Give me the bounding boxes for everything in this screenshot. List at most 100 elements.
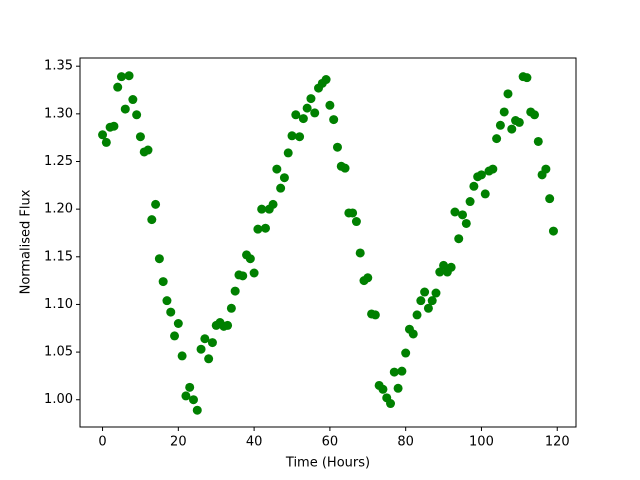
- data-point: [120, 104, 130, 114]
- data-point: [431, 288, 441, 298]
- data-point: [423, 303, 433, 313]
- x-tick-label: 0: [98, 435, 106, 450]
- data-point: [272, 164, 282, 174]
- data-point: [98, 130, 108, 140]
- data-point: [340, 163, 350, 173]
- axes-frame: [79, 57, 577, 428]
- data-point: [329, 115, 339, 125]
- data-point: [245, 254, 255, 264]
- data-point: [173, 319, 183, 329]
- data-point: [503, 89, 513, 99]
- data-point: [397, 366, 407, 376]
- y-tick-label: 1.15: [44, 249, 73, 264]
- data-point: [257, 204, 267, 214]
- x-tick-label: 100: [469, 435, 494, 450]
- y-tick-label: 1.00: [44, 392, 73, 407]
- data-point: [378, 384, 388, 394]
- x-tick-label: 40: [246, 435, 263, 450]
- data-point: [151, 199, 161, 209]
- data-point: [204, 354, 214, 364]
- data-point: [412, 310, 422, 320]
- data-point: [476, 170, 486, 180]
- data-point: [492, 134, 502, 144]
- data-point: [260, 223, 270, 233]
- data-point: [306, 94, 316, 104]
- data-point: [287, 131, 297, 141]
- data-point: [249, 268, 259, 278]
- data-point: [230, 286, 240, 296]
- data-point: [363, 273, 373, 283]
- data-point: [420, 287, 430, 297]
- x-tick-label: 20: [170, 435, 187, 450]
- data-point: [386, 399, 396, 409]
- data-point: [295, 132, 305, 142]
- data-point: [143, 145, 153, 155]
- data-point: [533, 136, 543, 146]
- data-point: [279, 173, 289, 183]
- data-point: [253, 224, 263, 234]
- data-point: [450, 207, 460, 217]
- data-point: [469, 181, 479, 191]
- data-point: [370, 310, 380, 320]
- y-tick-label: 1.30: [44, 106, 73, 121]
- data-point: [135, 132, 145, 142]
- data-point: [276, 183, 286, 193]
- data-point: [325, 100, 335, 110]
- data-point: [226, 303, 236, 313]
- data-point: [132, 110, 142, 120]
- y-tick-label: 1.05: [44, 345, 73, 360]
- data-point: [166, 307, 176, 317]
- data-point: [223, 320, 233, 330]
- data-point: [196, 344, 206, 354]
- data-point: [545, 194, 555, 204]
- data-point: [154, 254, 164, 264]
- data-point: [495, 120, 505, 130]
- data-point: [200, 334, 210, 344]
- data-point: [238, 271, 248, 281]
- x-tick-label: 120: [545, 435, 570, 450]
- data-point: [192, 405, 202, 415]
- data-point: [302, 103, 312, 113]
- data-point: [147, 215, 157, 225]
- data-point: [458, 210, 468, 220]
- data-point: [162, 296, 172, 306]
- data-point: [548, 226, 558, 236]
- data-point: [465, 197, 475, 207]
- data-point: [507, 124, 517, 134]
- data-point: [480, 189, 490, 199]
- y-tick-label: 1.35: [44, 59, 73, 74]
- data-point: [416, 296, 426, 306]
- data-point: [435, 267, 445, 277]
- data-point: [158, 277, 168, 287]
- data-point: [188, 395, 198, 405]
- data-point: [332, 142, 342, 152]
- data-point: [541, 164, 551, 174]
- data-point: [124, 71, 134, 81]
- data-point: [177, 351, 187, 361]
- data-point: [454, 234, 464, 244]
- data-point: [348, 208, 358, 218]
- data-point: [499, 107, 509, 117]
- data-point: [109, 121, 119, 131]
- data-point: [389, 367, 399, 377]
- data-point: [185, 382, 195, 392]
- y-tick-label: 1.20: [44, 202, 73, 217]
- data-point: [128, 95, 138, 105]
- data-point: [401, 348, 411, 358]
- x-axis-label: Time (Hours): [285, 456, 370, 471]
- data-point: [514, 117, 524, 127]
- data-point: [530, 110, 540, 120]
- data-point: [351, 217, 361, 227]
- data-point: [283, 148, 293, 158]
- data-point: [446, 262, 456, 272]
- data-point: [170, 331, 180, 341]
- data-point: [488, 164, 498, 174]
- data-point: [291, 110, 301, 120]
- data-point: [113, 82, 123, 92]
- data-point: [393, 383, 403, 393]
- data-point: [439, 260, 449, 270]
- data-point: [116, 72, 126, 82]
- data-point: [427, 296, 437, 306]
- y-tick-label: 1.10: [44, 297, 73, 312]
- data-point: [461, 218, 471, 228]
